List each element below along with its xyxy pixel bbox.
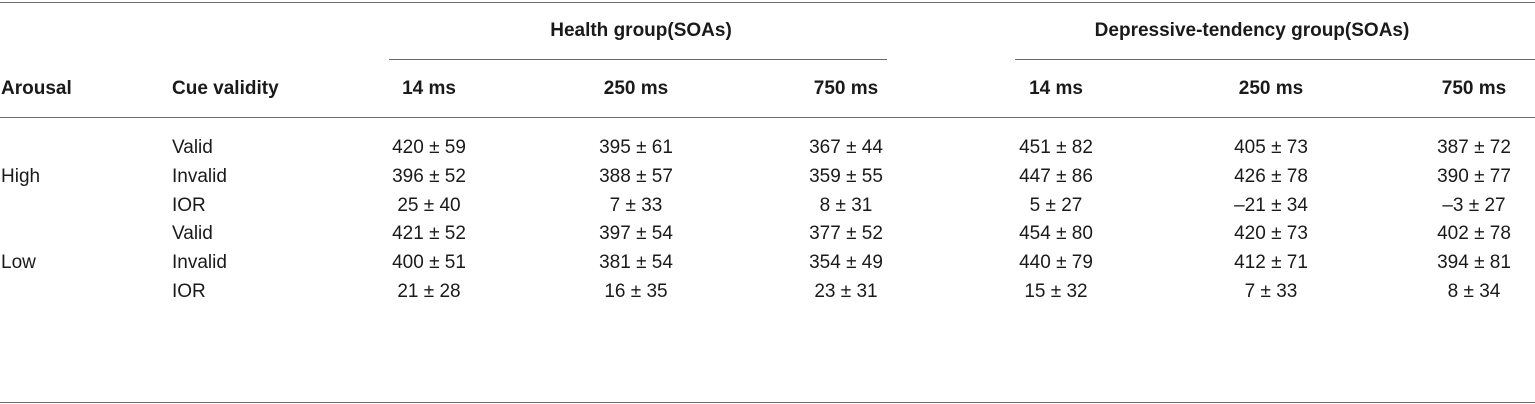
col-header-dep-750: 750 ms (1441, 78, 1507, 99)
value-cell: 405 ± 73 (1234, 137, 1308, 158)
value-cell: 15 ± 32 (1024, 281, 1088, 302)
bottom-rule (0, 402, 1535, 403)
col-header-dep-250: 250 ms (1238, 78, 1304, 99)
value-cell: 447 ± 86 (1019, 166, 1093, 187)
value-cell: 359 ± 55 (809, 166, 883, 187)
col-header-arousal: Arousal (1, 78, 72, 99)
value-cell: –21 ± 34 (1234, 195, 1308, 216)
value-cell: 5 ± 27 (1029, 195, 1083, 216)
value-cell: 396 ± 52 (392, 166, 466, 187)
cue-validity-cell: Valid (172, 137, 213, 158)
value-cell: 426 ± 78 (1234, 166, 1308, 187)
value-cell: 7 ± 33 (1244, 281, 1298, 302)
value-cell: 387 ± 72 (1437, 137, 1511, 158)
group-header-health: Health group(SOAs) (550, 20, 732, 41)
value-cell: 25 ± 40 (397, 195, 461, 216)
value-cell: 7 ± 33 (609, 195, 663, 216)
value-cell: 381 ± 54 (599, 252, 673, 273)
col-header-dep-14: 14 ms (1029, 78, 1083, 99)
col-header-health-14: 14 ms (402, 78, 456, 99)
value-cell: 367 ± 44 (809, 137, 883, 158)
value-cell: 395 ± 61 (599, 137, 673, 158)
value-cell: 412 ± 71 (1234, 252, 1308, 273)
arousal-label-high: High (1, 166, 41, 187)
value-cell: 16 ± 35 (604, 281, 668, 302)
value-cell: 8 ± 31 (819, 195, 873, 216)
value-cell: 390 ± 77 (1437, 166, 1511, 187)
col-header-cue-validity: Cue validity (172, 78, 279, 99)
value-cell: 420 ± 73 (1234, 223, 1308, 244)
cue-validity-cell: IOR (172, 281, 206, 302)
value-cell: 420 ± 59 (392, 137, 466, 158)
value-cell: 397 ± 54 (599, 223, 673, 244)
value-cell: 400 ± 51 (392, 252, 466, 273)
col-header-health-250: 250 ms (603, 78, 669, 99)
value-cell: 388 ± 57 (599, 166, 673, 187)
value-cell: 8 ± 34 (1447, 281, 1501, 302)
value-cell: 440 ± 79 (1019, 252, 1093, 273)
cue-validity-cell: Invalid (172, 166, 227, 187)
value-cell: 354 ± 49 (809, 252, 883, 273)
value-cell: 451 ± 82 (1019, 137, 1093, 158)
col-header-health-750: 750 ms (813, 78, 879, 99)
cue-validity-cell: Invalid (172, 252, 227, 273)
value-cell: 23 ± 31 (814, 281, 878, 302)
health-group-rule (389, 59, 887, 60)
cue-validity-cell: IOR (172, 195, 206, 216)
value-cell: 21 ± 28 (397, 281, 461, 302)
value-cell: 377 ± 52 (809, 223, 883, 244)
value-cell: 394 ± 81 (1437, 252, 1511, 273)
value-cell: 454 ± 80 (1019, 223, 1093, 244)
cue-validity-cell: Valid (172, 223, 213, 244)
value-cell: 421 ± 52 (392, 223, 466, 244)
group-header-depressive: Depressive-tendency group(SOAs) (1094, 20, 1410, 41)
top-rule (0, 2, 1535, 3)
value-cell: 402 ± 78 (1437, 223, 1511, 244)
depressive-group-rule (1015, 59, 1535, 60)
header-rule (0, 117, 1535, 118)
arousal-label-low: Low (1, 252, 36, 273)
value-cell: –3 ± 27 (1442, 195, 1506, 216)
